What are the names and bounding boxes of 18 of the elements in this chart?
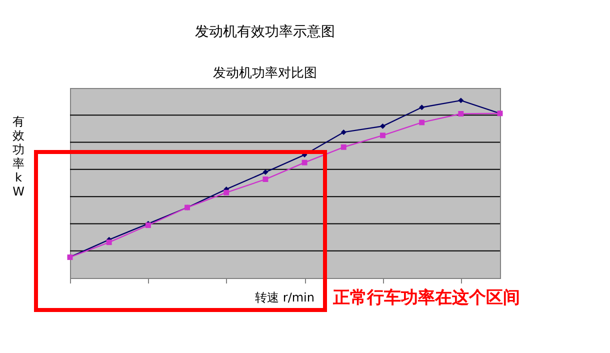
chart-subtitle: 发动机功率对比图 (213, 65, 317, 81)
y-axis-title: 有效功率 kW (12, 114, 25, 198)
point (419, 120, 425, 126)
point (380, 132, 386, 138)
text: 正常行车功率在这个区间 (332, 288, 520, 308)
chart-title: 发动机有效功率示意图 (195, 24, 335, 40)
point (302, 160, 308, 166)
point (380, 123, 386, 129)
point (458, 111, 464, 116)
point (262, 176, 268, 182)
x-axis-title: 转速 r/min (255, 290, 314, 304)
point (458, 98, 464, 104)
point (224, 190, 230, 196)
point (262, 169, 268, 175)
point (340, 144, 346, 150)
point (106, 240, 112, 246)
point (419, 104, 425, 110)
point (340, 129, 346, 135)
